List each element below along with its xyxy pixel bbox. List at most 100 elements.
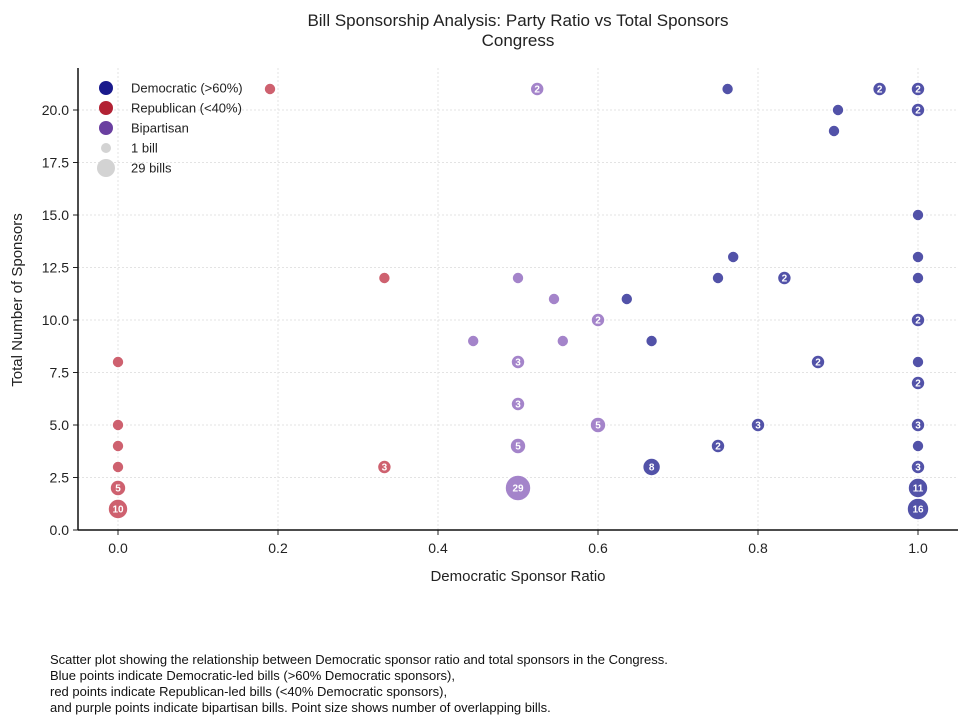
y-tick-label: 17.5: [42, 155, 69, 171]
democratic-point: [910, 102, 926, 118]
y-tick-label: 12.5: [42, 260, 69, 276]
legend-marker: [101, 143, 111, 153]
chart-subtitle: Congress: [482, 31, 555, 50]
caption-line: Scatter plot showing the relationship be…: [50, 652, 668, 667]
point-count-label: 2: [715, 442, 721, 453]
bipartisan-point: [504, 474, 532, 502]
bipartisan-point: [555, 334, 570, 348]
caption-line: red points indicate Republican-led bills…: [50, 684, 448, 699]
democratic-point: [810, 354, 826, 370]
point-count-label: 3: [915, 421, 921, 432]
democratic-point: [776, 270, 793, 286]
legend-label: Republican (<40%): [131, 101, 242, 116]
point-count-label: 2: [815, 358, 821, 369]
scatter-chart: Bill Sponsorship Analysis: Party Ratio v…: [9, 11, 958, 585]
y-tick-label: 10.0: [42, 312, 69, 328]
point-count-label: 11: [913, 484, 924, 495]
bipartisan-point: [547, 292, 561, 306]
republican-point: [111, 439, 125, 453]
point-count-label: 2: [782, 274, 788, 285]
bipartisan-point: [511, 271, 525, 285]
y-axis-label: Total Number of Sponsors: [9, 213, 26, 386]
point-count-label: 3: [515, 400, 521, 411]
point-count-label: 2: [915, 85, 921, 96]
legend-marker: [97, 159, 115, 177]
bipartisan-point: [466, 334, 481, 348]
x-tick-label: 1.0: [908, 540, 928, 556]
point-count-label: 5: [595, 421, 601, 432]
democratic-point: [911, 439, 925, 453]
democratic-point: [910, 81, 926, 97]
democratic-point: [910, 459, 926, 475]
chart-title: Bill Sponsorship Analysis: Party Ratio v…: [307, 11, 728, 30]
democratic-point: [750, 417, 766, 433]
bipartisan-point: [510, 396, 526, 412]
x-tick-label: 0.0: [108, 540, 128, 556]
republican-point: [376, 459, 393, 475]
democratic-point: [910, 417, 926, 433]
legend: Democratic (>60%) Republican (<40%) Bipart…: [97, 81, 243, 177]
x-axis-label: Democratic Sponsor Ratio: [430, 568, 605, 585]
democratic-point: [720, 82, 735, 96]
point-count-label: 3: [915, 463, 921, 474]
point-count-label: 2: [915, 379, 921, 390]
democratic-point: [871, 81, 888, 97]
democratic-point: [619, 292, 634, 306]
bipartisan-point: [590, 312, 606, 328]
legend-label: 29 bills: [131, 161, 172, 176]
point-count-label: 3: [382, 463, 388, 474]
democratic-point: [907, 477, 929, 499]
x-tick-label: 0.2: [268, 540, 288, 556]
point-count-label: 5: [515, 442, 521, 453]
republican-point: [111, 460, 125, 474]
republican-point: [111, 418, 125, 432]
democratic-point: [831, 103, 845, 117]
point-count-label: 16: [912, 505, 924, 516]
point-count-label: 2: [915, 316, 921, 327]
legend-marker: [99, 101, 113, 115]
democratic-point: [711, 271, 725, 285]
democratic-point: [911, 250, 925, 264]
point-count-label: 2: [595, 316, 601, 327]
point-count-label: 3: [515, 358, 521, 369]
bipartisan-point: [510, 354, 526, 370]
caption-line: Blue points indicate Democratic-led bill…: [50, 668, 455, 683]
bipartisan-point: [509, 437, 527, 455]
point-count-label: 2: [534, 85, 540, 96]
x-tick-label: 0.4: [428, 540, 448, 556]
grid-lines: [78, 68, 958, 531]
point-count-label: 3: [755, 421, 761, 432]
y-tick-label: 5.0: [50, 417, 70, 433]
point-count-label: 10: [112, 505, 124, 516]
republican-point: [107, 498, 129, 520]
republican-point: [109, 479, 127, 497]
y-tick-label: 2.5: [50, 470, 70, 486]
legend-label: Democratic (>60%): [131, 81, 243, 96]
republican-point: [377, 271, 392, 285]
bipartisan-point: [589, 416, 607, 434]
republican-point: [263, 82, 277, 96]
x-tick-label: 0.8: [748, 540, 768, 556]
caption-line: and purple points indicate bipartisan bi…: [50, 700, 551, 715]
y-tick-label: 15.0: [42, 207, 69, 223]
bipartisan-point: [529, 81, 546, 97]
y-tick-label: 0.0: [50, 522, 70, 538]
x-tick-label: 0.6: [588, 540, 608, 556]
legend-label: 1 bill: [131, 141, 158, 156]
democratic-point: [644, 334, 659, 348]
y-tick-label: 7.5: [50, 365, 70, 381]
y-tick-label: 20.0: [42, 102, 69, 118]
democratic-point: [910, 312, 926, 328]
legend-marker: [99, 81, 113, 95]
point-count-label: 8: [649, 463, 655, 474]
democratic-point: [827, 124, 841, 138]
axes: 0.0 0.2 0.4 0.6 0.8 1.0 0.0 2.5 5.0 7.5 10.0 12.5 15…: [42, 68, 958, 556]
democratic-point: [710, 438, 726, 454]
democratic-point: [641, 457, 662, 477]
legend-label: Bipartisan: [131, 121, 189, 136]
democratic-point: [911, 208, 925, 222]
point-count-label: 5: [115, 484, 121, 495]
democratic-point: [911, 355, 925, 369]
democratic-point: [911, 271, 925, 285]
